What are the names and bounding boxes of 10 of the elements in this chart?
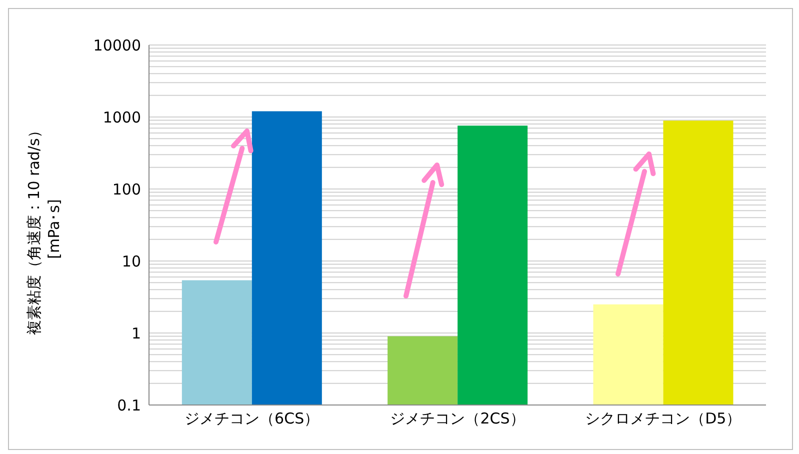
y-tick-label: 100 [112, 180, 141, 198]
x-tick-label: ジメチコン（6CS） [184, 410, 320, 428]
x-tick-label: シクロメチコン（D5） [585, 410, 742, 428]
y-tick-label: 10 [122, 252, 141, 270]
y-tick-label: 0.1 [117, 396, 141, 414]
x-tick-label: ジメチコン（2CS） [390, 410, 525, 428]
y-tick-label: 10000 [93, 36, 141, 54]
y-tick-label: 1000 [102, 108, 141, 126]
y-tick-label: 1 [131, 324, 141, 342]
y-axis-title: 複素粘度（角速度：10 rad/s） [mPa･s] [25, 123, 63, 335]
